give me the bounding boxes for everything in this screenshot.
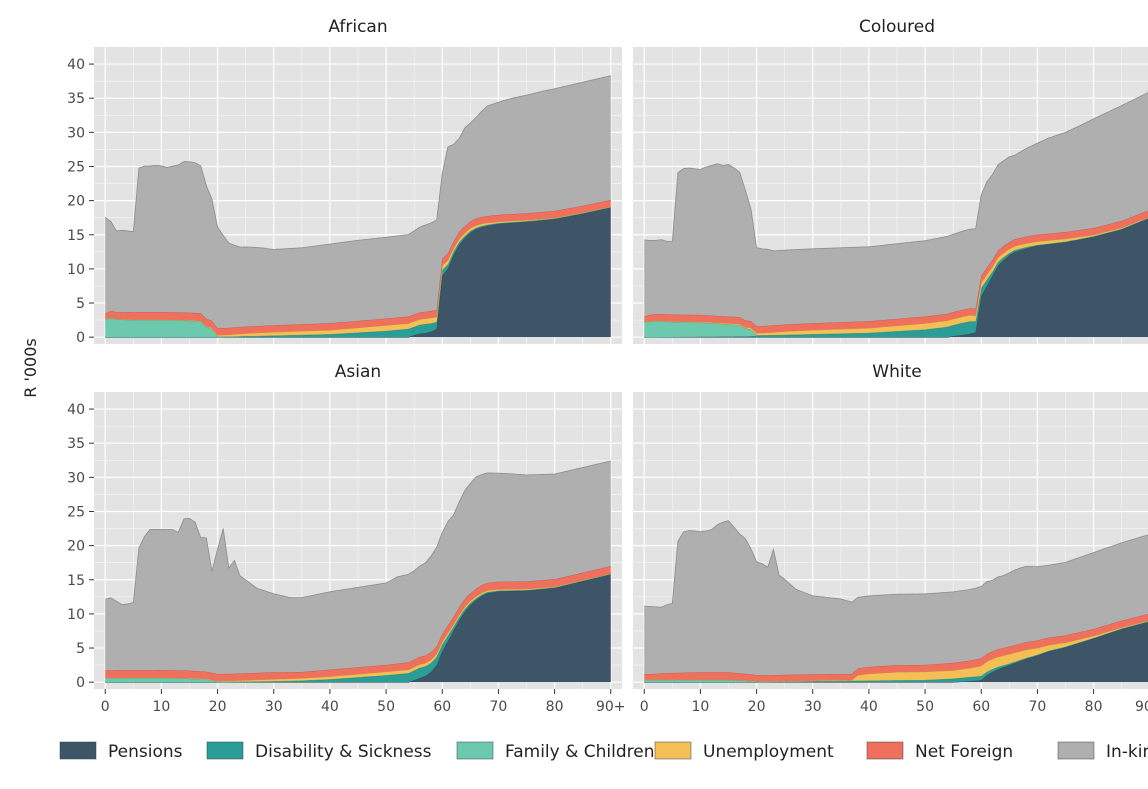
area-in-kind <box>105 460 611 674</box>
x-tick-label: 30 <box>265 699 283 715</box>
x-tick-label: 60 <box>433 699 451 715</box>
legend-label: Disability & Sickness <box>255 742 432 762</box>
y-tick-label: 40 <box>67 57 85 73</box>
legend-swatch <box>59 741 97 760</box>
y-axis-title: R '000s <box>21 338 40 397</box>
y-tick-label: 20 <box>67 194 85 210</box>
x-tick-label: 0 <box>101 699 110 715</box>
y-tick-label: 10 <box>67 607 85 623</box>
facet-title: Asian <box>335 362 381 382</box>
y-tick-label: 35 <box>67 436 85 452</box>
x-tick-label: 10 <box>691 699 709 715</box>
area-in-kind-edge <box>644 92 1148 252</box>
area-disability-sickness <box>644 621 1148 683</box>
area-in-kind-edge <box>104 75 611 250</box>
area-net-foreign <box>105 199 611 336</box>
area-unemployment <box>644 217 1148 336</box>
x-tick-label: 0 <box>640 699 649 715</box>
area-in-kind <box>644 520 1148 676</box>
y-tick-label: 30 <box>67 470 85 486</box>
y-tick-label: 35 <box>67 91 85 107</box>
area-in-kind-edge <box>105 460 611 606</box>
x-tick-label: 80 <box>1085 699 1103 715</box>
x-tick-label: 10 <box>152 699 170 715</box>
y-tick-label: 15 <box>67 573 85 589</box>
facet-title: White <box>872 362 921 382</box>
area-net-foreign <box>644 614 1148 682</box>
x-tick-label: 70 <box>490 699 508 715</box>
legend-swatch <box>654 741 692 760</box>
legend-label: Pensions <box>108 742 183 762</box>
x-tick-label: 40 <box>321 699 339 715</box>
legend-swatch <box>1057 741 1095 760</box>
facet-title: African <box>328 17 387 37</box>
area-in-kind-edge <box>644 520 1148 608</box>
legend-label: Net Foreign <box>915 742 1013 762</box>
legend-label: Unemployment <box>703 742 834 762</box>
x-tick-label: 20 <box>209 699 227 715</box>
area-family-children <box>644 218 1148 338</box>
x-tick-label: 60 <box>972 699 990 715</box>
area-net-foreign <box>644 210 1148 334</box>
area-pensions <box>105 574 611 683</box>
area-family-children <box>105 207 611 338</box>
legend-label: Family & Children <box>505 742 655 762</box>
y-tick-label: 30 <box>67 125 85 141</box>
x-tick-label: 90+ <box>1135 699 1148 715</box>
facet-title: Coloured <box>859 17 935 37</box>
legend-swatch <box>456 741 494 760</box>
x-tick-label: 50 <box>916 699 934 715</box>
x-tick-label: 90+ <box>596 699 626 715</box>
x-tick-label: 40 <box>860 699 878 715</box>
y-tick-label: 15 <box>67 228 85 244</box>
area-pensions <box>105 207 611 338</box>
y-tick-label: 5 <box>76 641 85 657</box>
y-tick-label: 25 <box>67 159 85 175</box>
y-tick-label: 0 <box>76 330 85 346</box>
x-tick-label: 70 <box>1029 699 1047 715</box>
y-tick-label: 0 <box>76 675 85 691</box>
area-pensions <box>644 621 1148 683</box>
legend-swatch <box>206 741 244 760</box>
y-tick-label: 20 <box>67 539 85 555</box>
x-tick-label: 80 <box>546 699 564 715</box>
legend-label: In-kind <box>1106 742 1148 762</box>
area-pensions <box>644 218 1148 338</box>
y-tick-label: 10 <box>67 262 85 278</box>
y-tick-label: 5 <box>76 296 85 312</box>
area-in-kind <box>105 75 611 329</box>
y-tick-label: 40 <box>67 402 85 418</box>
x-tick-label: 30 <box>804 699 822 715</box>
x-tick-label: 20 <box>748 699 766 715</box>
x-tick-label: 50 <box>377 699 395 715</box>
y-tick-label: 25 <box>67 504 85 520</box>
legend-swatch <box>866 741 904 760</box>
